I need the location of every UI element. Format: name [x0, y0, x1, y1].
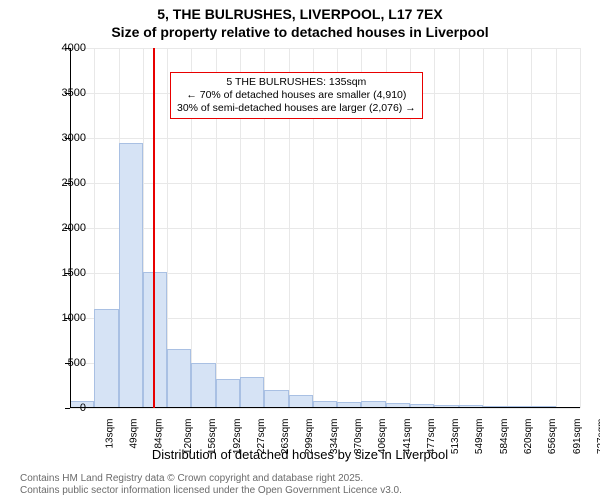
histogram-bar	[119, 143, 143, 409]
x-tick-label: 263sqm	[280, 419, 291, 455]
x-tick-label: 549sqm	[475, 419, 486, 455]
grid-line-h	[70, 183, 580, 184]
grid-line-h	[70, 228, 580, 229]
x-tick-label: 49sqm	[129, 419, 140, 449]
annotation-box: 5 THE BULRUSHES: 135sqm← 70% of detached…	[170, 72, 423, 119]
histogram-bar	[240, 377, 264, 408]
histogram-bar	[167, 349, 191, 408]
y-tick-label: 2000	[36, 222, 86, 234]
grid-line-v	[531, 48, 532, 408]
x-tick-label: 334sqm	[329, 419, 340, 455]
histogram-bar	[191, 363, 215, 408]
grid-line-v	[434, 48, 435, 408]
histogram-bar	[216, 379, 240, 408]
chart-title-line1: 5, THE BULRUSHES, LIVERPOOL, L17 7EX	[0, 6, 600, 22]
x-tick-label: 120sqm	[183, 419, 194, 455]
annotation-line1: 5 THE BULRUSHES: 135sqm	[177, 76, 416, 89]
y-tick-label: 2500	[36, 177, 86, 189]
y-tick-label: 1500	[36, 267, 86, 279]
histogram-bar	[143, 272, 167, 408]
x-tick-label: 513sqm	[450, 419, 461, 455]
annotation-line2: ← 70% of detached houses are smaller (4,…	[177, 89, 416, 102]
y-tick-label: 500	[36, 357, 86, 369]
reference-line	[153, 48, 155, 408]
x-tick-label: 441sqm	[402, 419, 413, 455]
x-tick-label: 406sqm	[377, 419, 388, 455]
x-tick-label: 299sqm	[305, 419, 316, 455]
y-tick-label: 3500	[36, 87, 86, 99]
x-tick-label: 370sqm	[353, 419, 364, 455]
grid-line-v	[580, 48, 581, 408]
x-tick-label: 192sqm	[232, 419, 243, 455]
y-tick-label: 0	[36, 402, 86, 414]
x-tick-label: 620sqm	[523, 419, 534, 455]
grid-line-h	[70, 138, 580, 139]
chart-plot-area: 5 THE BULRUSHES: 135sqm← 70% of detached…	[70, 48, 580, 408]
x-tick-label: 477sqm	[426, 419, 437, 455]
grid-line-v	[556, 48, 557, 408]
histogram-bar	[94, 309, 118, 408]
x-tick-label: 656sqm	[547, 419, 558, 455]
grid-line-h	[70, 48, 580, 49]
y-tick-label: 1000	[36, 312, 86, 324]
grid-line-v	[459, 48, 460, 408]
x-tick-label: 691sqm	[572, 419, 583, 455]
grid-line-h	[70, 408, 580, 409]
y-tick-label: 4000	[36, 42, 86, 54]
chart-title-line2: Size of property relative to detached ho…	[0, 24, 600, 40]
histogram-bar	[264, 390, 288, 408]
x-tick-label: 227sqm	[256, 419, 267, 455]
grid-line-v	[507, 48, 508, 408]
x-axis-line	[70, 407, 580, 408]
grid-line-v	[483, 48, 484, 408]
annotation-line3: 30% of semi-detached houses are larger (…	[177, 102, 416, 115]
attribution-line1: Contains HM Land Registry data © Crown c…	[20, 473, 363, 484]
x-tick-label: 13sqm	[105, 419, 116, 449]
x-tick-label: 584sqm	[499, 419, 510, 455]
x-tick-label: 156sqm	[207, 419, 218, 455]
x-tick-label: 84sqm	[153, 419, 164, 449]
y-tick-label: 3000	[36, 132, 86, 144]
x-tick-label: 727sqm	[596, 419, 600, 455]
attribution-line2: Contains public sector information licen…	[20, 485, 402, 496]
